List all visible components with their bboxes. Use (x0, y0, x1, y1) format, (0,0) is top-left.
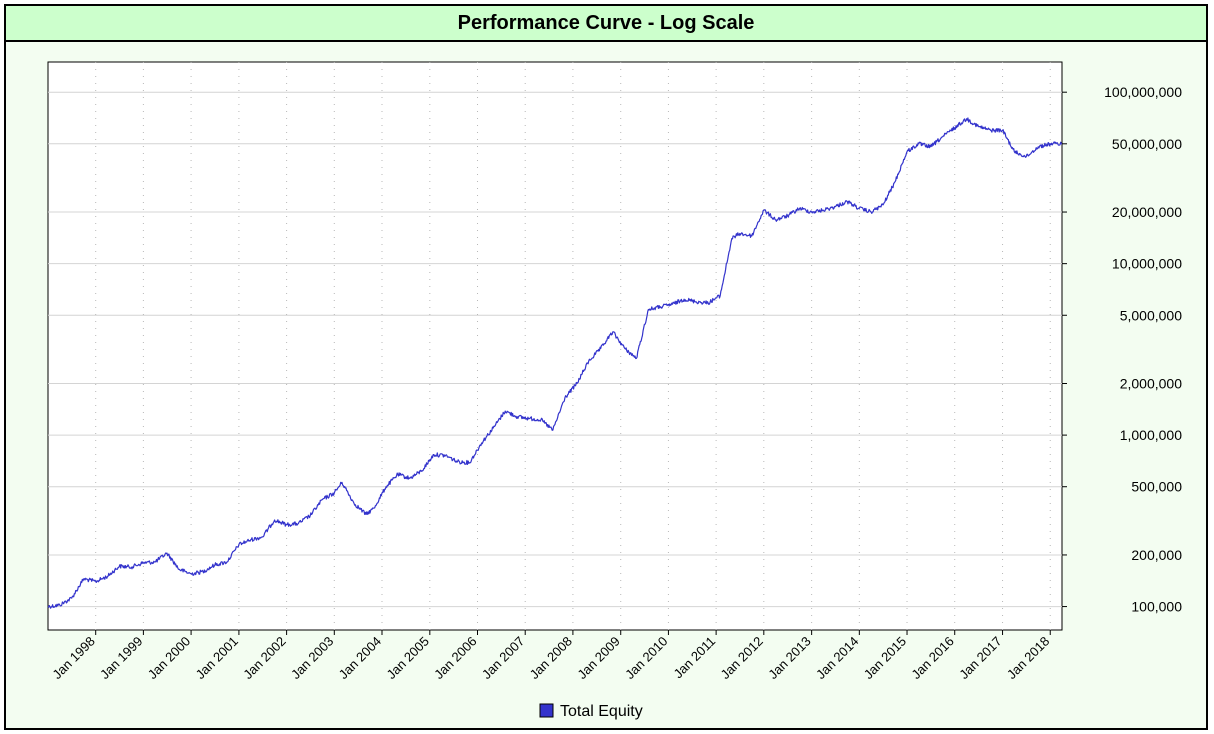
x-axis: Jan 1998 Jan 1999 Jan 2000 Jan 2001 Jan 2002… (49, 630, 1052, 682)
x-tick-label: Jan 2009 (574, 634, 622, 682)
y-axis: 100,000 200,000 500,000 1,000,000 2,000,000 5… (1062, 84, 1182, 615)
y-tick-label: 100,000 (1131, 599, 1182, 615)
y-tick-label: 500,000 (1131, 479, 1182, 495)
x-tick-label: Jan 2002 (240, 634, 288, 682)
y-tick-label: 50,000,000 (1112, 136, 1182, 152)
x-tick-label: Jan 2014 (813, 634, 861, 682)
y-tick-label: 2,000,000 (1120, 375, 1182, 391)
legend-label: Total Equity (560, 703, 643, 720)
x-tick-label: Jan 2011 (670, 634, 718, 682)
y-tick-label: 5,000,000 (1120, 307, 1182, 323)
x-tick-label: Jan 2001 (193, 634, 241, 682)
series-line-total-equity (47, 117, 1062, 609)
x-tick-label: Jan 2008 (527, 634, 575, 682)
y-tick-label: 20,000,000 (1112, 204, 1182, 220)
x-tick-label: Jan 2003 (288, 634, 336, 682)
x-tick-label: Jan 2013 (765, 634, 813, 682)
x-tick-label: Jan 2010 (622, 634, 670, 682)
series-layer (47, 117, 1062, 609)
x-tick-label: Jan 2016 (908, 634, 956, 682)
x-tick-label: Jan 2017 (956, 634, 1004, 682)
y-tick-label: 1,000,000 (1120, 427, 1182, 443)
grid-layer (48, 62, 1062, 630)
x-tick-label: Jan 2018 (1004, 634, 1052, 682)
x-tick-label: Jan 2004 (336, 634, 384, 682)
y-tick-label: 200,000 (1131, 547, 1182, 563)
y-tick-label: 100,000,000 (1104, 84, 1182, 100)
x-tick-label: Jan 2015 (861, 634, 909, 682)
legend: Total Equity (539, 703, 643, 720)
y-tick-label: 10,000,000 (1112, 256, 1182, 272)
x-tick-label: Jan 2005 (384, 634, 432, 682)
chart-title-bar: Performance Curve - Log Scale (6, 6, 1206, 42)
plot-area (47, 61, 1063, 631)
chart-title: Performance Curve - Log Scale (457, 11, 755, 34)
x-tick-label: Jan 2006 (431, 634, 479, 682)
x-tick-label: Jan 1998 (49, 634, 97, 682)
x-tick-label: Jan 1999 (97, 634, 145, 682)
legend-swatch (539, 703, 554, 718)
x-tick-label: Jan 2007 (479, 634, 527, 682)
x-tick-label: Jan 2000 (145, 634, 193, 682)
x-tick-label: Jan 2012 (717, 634, 765, 682)
